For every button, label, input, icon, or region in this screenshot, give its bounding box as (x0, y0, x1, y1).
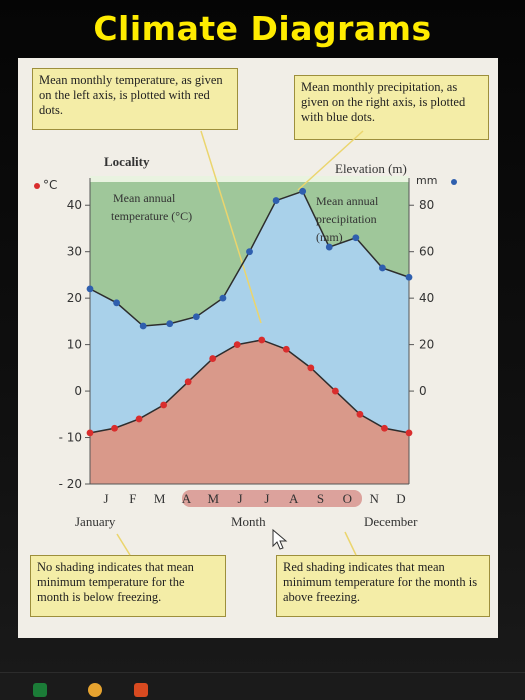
right-axis-tick-label: 0 (419, 384, 427, 398)
precipitation-point-1 (86, 285, 94, 293)
precipitation-point-11 (352, 234, 360, 242)
powerpoint-icon[interactable] (134, 683, 148, 697)
month-label-j: J (103, 491, 108, 506)
right-axis-unit-dot (451, 179, 457, 185)
mouse-cursor-icon (272, 528, 288, 550)
precipitation-point-7 (246, 248, 253, 256)
climate-diagram-chart: Locality Elevation (m) Mean annual tempe… (34, 130, 457, 556)
temperature-point-4 (160, 401, 168, 409)
month-label-d: D (396, 491, 405, 506)
precipitation-callout: Mean monthly precipitation, as given on … (294, 75, 489, 140)
precipitation-point-8 (272, 197, 280, 204)
diagram-panel: Mean monthly temperature, as given on th… (18, 58, 498, 638)
month-label-m: M (207, 491, 219, 506)
left-axis-unit-label: °C (43, 178, 57, 192)
right-axis-tick-label: 60 (419, 245, 434, 259)
no-shading-callout: No shading indicates that mean minimum t… (30, 555, 226, 617)
month-label-n: N (369, 491, 379, 506)
precipitation-point-3 (139, 322, 147, 330)
temperature-point-7 (233, 341, 241, 349)
mean-annual-precipitation-label-line-3: (mm) (316, 230, 343, 244)
frost-free-period-band (182, 490, 362, 507)
mean-annual-temperature-label-line-1: Mean annual (113, 191, 176, 205)
precipitation-points (86, 187, 413, 330)
month-label-j: J (264, 491, 269, 506)
month-label-s: S (317, 491, 324, 506)
left-axis-tick-label: 0 (74, 384, 82, 398)
right-axis-tick-label: 20 (419, 338, 434, 352)
precipitation-point-5 (192, 313, 200, 321)
precipitation-point-2 (113, 299, 120, 307)
month-label-j: J (238, 491, 243, 506)
month-label-a: A (182, 491, 192, 506)
temperature-callout: Mean monthly temperature, as given on th… (32, 68, 238, 130)
left-axis-ticks: 40 30 20 10 0 - 10 - 20 (59, 198, 90, 491)
temperature-point-5 (184, 378, 192, 386)
temperature-point-14 (405, 429, 413, 437)
temperature-points (86, 336, 413, 437)
precipitation-pointer-line (297, 130, 364, 191)
precipitation-point-12 (379, 264, 386, 272)
right-axis-unit-label: mm (416, 174, 437, 187)
month-label-a: A (289, 491, 299, 506)
precipitation-point-9 (299, 187, 307, 195)
mean-annual-precipitation-label-line-1: Mean annual (316, 194, 379, 208)
page-title: Climate Diagrams (93, 9, 432, 48)
temperature-point-6 (209, 355, 217, 362)
temperature-point-11 (331, 387, 339, 395)
left-axis-tick-label: 30 (67, 245, 82, 259)
red-shading-callout: Red shading indicates that mean minimum … (276, 555, 490, 617)
temperature-point-3 (135, 415, 143, 423)
x-axis-end-label: December (364, 514, 418, 529)
right-axis-tick-label: 40 (419, 291, 434, 305)
frost-band (182, 490, 362, 507)
x-axis-center-label: Month (231, 514, 266, 529)
temperature-point-1 (86, 429, 94, 437)
precipitation-point-13 (405, 273, 413, 281)
red-shading-pointer-line (344, 531, 357, 556)
chrome-icon[interactable] (88, 683, 102, 697)
month-label-f: F (129, 491, 136, 506)
temperature-point-13 (381, 424, 388, 432)
mean-annual-temperature-label-line-2: temperature (°C) (111, 209, 192, 223)
excel-icon[interactable] (33, 683, 47, 697)
no-shading-pointer-line (116, 533, 131, 556)
temperature-point-8 (258, 336, 266, 344)
precipitation-point-6 (219, 294, 227, 302)
taskbar (0, 672, 525, 700)
precipitation-point-10 (325, 243, 333, 251)
mean-annual-precipitation-label-line-2: precipitation (316, 212, 377, 226)
month-label-m: M (154, 491, 166, 506)
left-axis-tick-label: 20 (67, 291, 82, 305)
x-axis-start-label: January (75, 514, 116, 529)
temperature-area (90, 339, 409, 484)
left-axis-tick-label: 40 (67, 198, 82, 212)
temperature-point-9 (282, 345, 290, 353)
elevation-label: Elevation (m) (335, 161, 407, 176)
left-axis-tick-label: 10 (67, 338, 82, 352)
temperature-point-2 (111, 424, 118, 432)
temperature-line (89, 339, 410, 434)
precipitation-point-4 (166, 320, 174, 328)
locality-label: Locality (104, 154, 150, 169)
left-axis-tick-label: - 20 (59, 477, 82, 491)
temperature-point-12 (356, 410, 364, 418)
temperature-point-10 (307, 364, 315, 372)
temperature-pointer-line (200, 130, 262, 324)
right-axis-tick-label: 80 (419, 198, 434, 212)
left-axis-tick-label: - 10 (59, 431, 82, 445)
month-label-o: O (343, 491, 352, 506)
left-axis-unit-dot (34, 183, 40, 189)
right-axis-ticks: 80 60 40 20 0 (409, 198, 434, 398)
